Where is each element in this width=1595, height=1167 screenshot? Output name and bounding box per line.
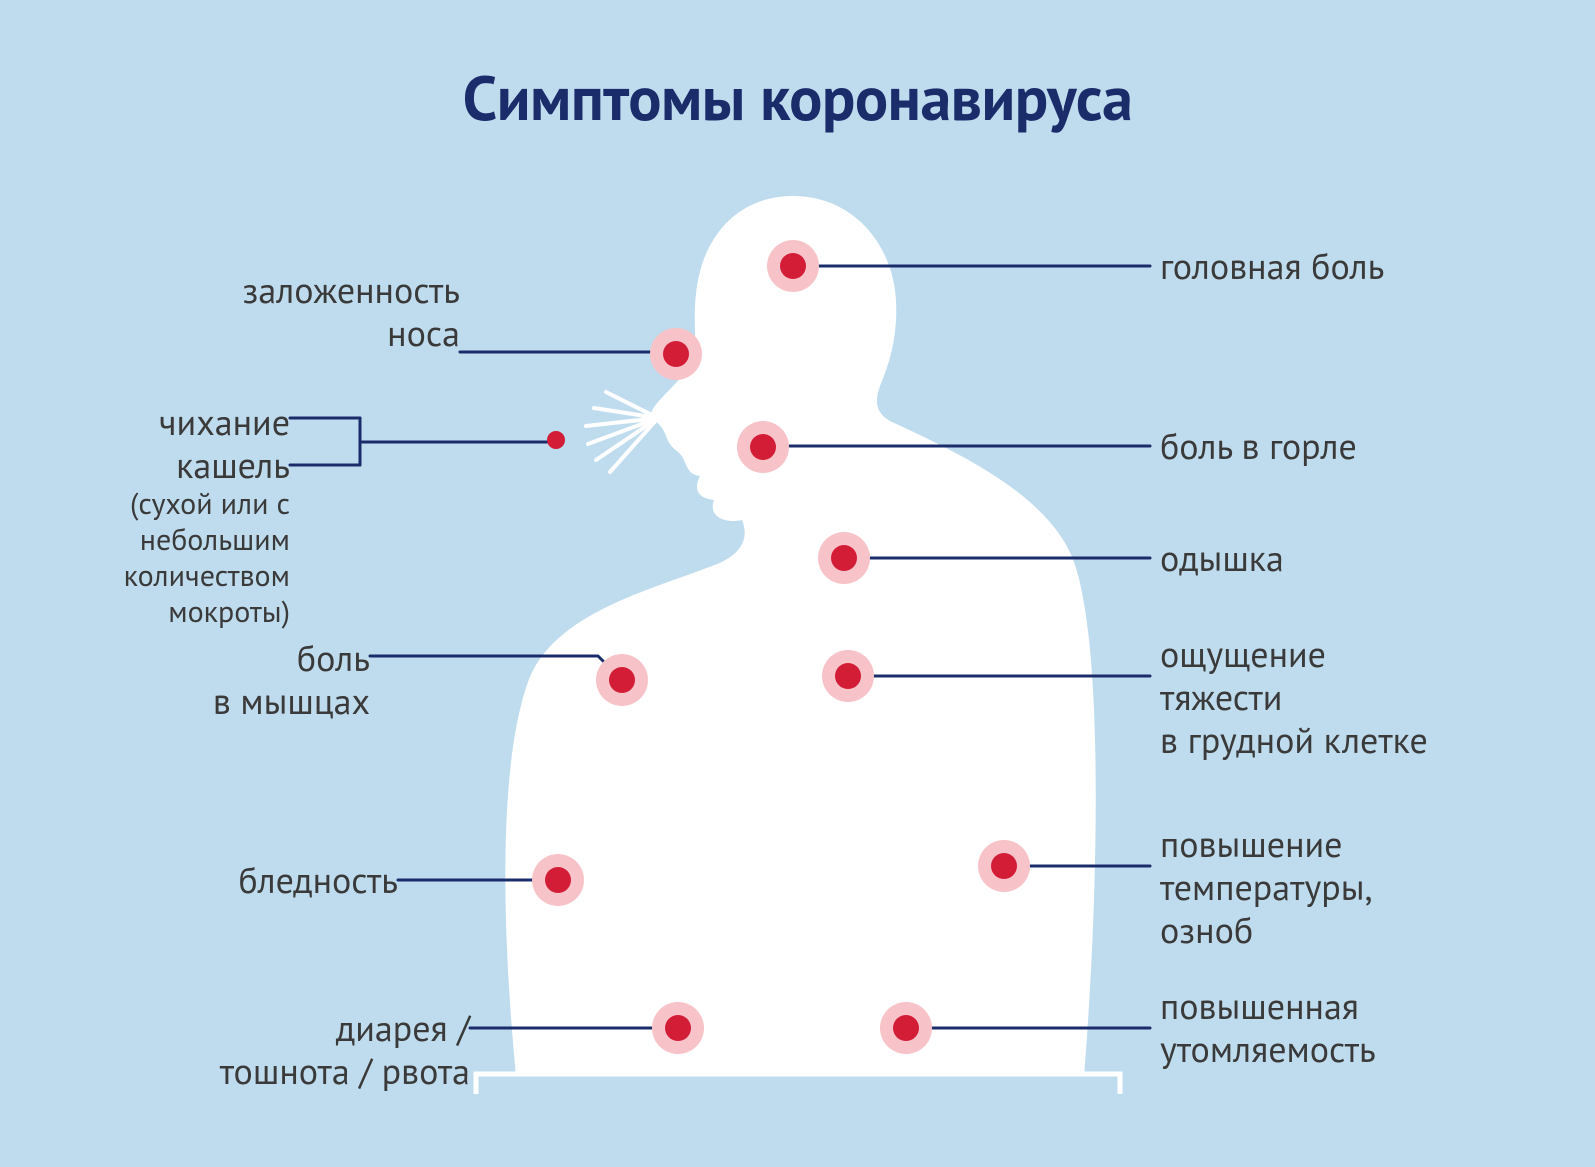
symptom-marker-inner-head xyxy=(780,253,806,279)
symptom-marker-inner-gi xyxy=(665,1015,691,1041)
symptom-marker-inner-throat xyxy=(750,434,776,460)
symptom-label-line: одышка xyxy=(1160,536,1284,579)
symptom-marker-inner-breath xyxy=(831,545,857,571)
symptom-label-line: тошнота / рвота xyxy=(220,1049,470,1092)
symptom-label-line: бледность xyxy=(238,858,398,901)
symptom-label-line: повышение xyxy=(1160,822,1373,865)
symptom-label-fatigue: повышеннаяутомляемость xyxy=(1160,984,1376,1070)
symptom-label-dyspnea: одышка xyxy=(1160,536,1284,579)
symptom-label-line: температуры, xyxy=(1160,865,1373,908)
symptom-label-subline: количеством мокроты) xyxy=(0,558,290,630)
symptom-marker-inner-nose xyxy=(663,341,689,367)
table-edge xyxy=(476,1074,1120,1094)
symptom-label-line: диарея / xyxy=(220,1006,470,1049)
symptom-marker-inner-fever xyxy=(991,853,1017,879)
symptom-label-line: кашель xyxy=(0,443,290,486)
symptom-label-sneeze-cough: чиханиекашель(сухой или с небольшимколич… xyxy=(0,400,290,630)
symptom-marker-inner-pale xyxy=(545,867,571,893)
symptom-label-line: озноб xyxy=(1160,908,1373,951)
infographic-title: Симптомы коронавируса xyxy=(0,58,1595,138)
symptom-label-line: тяжести xyxy=(1160,675,1428,718)
symptom-label-line: заложенность xyxy=(242,268,460,311)
symptom-label-nasal: заложенностьноса xyxy=(242,268,460,354)
symptom-label-line: утомляемость xyxy=(1160,1027,1376,1070)
infographic-stage: Симптомы коронавируса заложенностьноса чи… xyxy=(0,0,1595,1167)
symptom-label-line: в грудной клетке xyxy=(1160,718,1428,761)
symptom-label-gi: диарея /тошнота / рвота xyxy=(220,1006,470,1092)
symptom-label-sore-throat: боль в горле xyxy=(1160,424,1357,467)
symptom-label-line: ощущение xyxy=(1160,632,1428,675)
symptom-label-line: носа xyxy=(242,311,460,354)
symptom-label-line: головная боль xyxy=(1160,244,1384,287)
symptom-label-fever-chills: повышениетемпературы,озноб xyxy=(1160,822,1373,952)
symptom-marker-inner-fatigue xyxy=(893,1015,919,1041)
symptom-marker-inner-muscle xyxy=(609,667,635,693)
symptom-label-line: чихание xyxy=(0,400,290,443)
symptom-label-chest-heaviness: ощущениетяжестив грудной клетке xyxy=(1160,632,1428,762)
symptom-label-line: боль в горле xyxy=(1160,424,1357,467)
symptom-marker-inner-chest xyxy=(835,663,861,689)
symptom-label-line: боль xyxy=(213,636,370,679)
symptom-label-line: в мышцах xyxy=(213,679,370,722)
symptom-label-subline: (сухой или с небольшим xyxy=(0,486,290,558)
symptom-label-line: повышенная xyxy=(1160,984,1376,1027)
symptom-label-muscle-pain: больв мышцах xyxy=(213,636,370,722)
symptom-label-pallor: бледность xyxy=(238,858,398,901)
symptom-label-headache: головная боль xyxy=(1160,244,1384,287)
cough-dot xyxy=(547,431,565,449)
body-silhouette xyxy=(505,196,1095,1076)
